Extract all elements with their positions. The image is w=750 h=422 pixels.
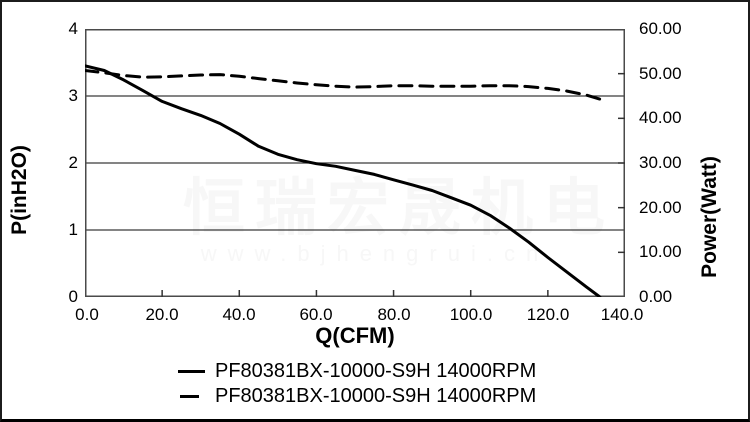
x-tick-0: 0.0 bbox=[75, 305, 99, 324]
dashed-line-marker-icon bbox=[180, 395, 199, 398]
curve-pressure bbox=[85, 64, 602, 297]
x-tick-100: 100.0 bbox=[449, 305, 493, 324]
curve-power bbox=[85, 69, 602, 101]
y-left-tick-4: 4 bbox=[68, 19, 78, 38]
y-right-tick-0: 0.00 bbox=[639, 287, 673, 306]
solid-line-marker-icon bbox=[178, 370, 205, 373]
legend: PF80381BX-10000-S9H 14000RPM PF80381BX-1… bbox=[172, 359, 536, 409]
y-left-tick-2: 2 bbox=[68, 153, 78, 172]
y-right-tick-30: 30.00 bbox=[639, 153, 682, 172]
y-right-axis-title: Power(Watt) bbox=[698, 156, 721, 278]
x-tick-120: 120.0 bbox=[526, 305, 570, 324]
x-tick-20: 20.0 bbox=[145, 305, 179, 324]
watermark-url-text: www.bjhengrui.cn bbox=[200, 241, 550, 266]
y-right-tick-10: 10.00 bbox=[639, 242, 682, 262]
legend-label-pressure: PF80381BX-10000-S9H 14000RPM bbox=[215, 360, 537, 382]
curves-svg bbox=[85, 29, 625, 297]
x-tick-60: 60.0 bbox=[299, 305, 333, 324]
watermark-company-text: 恒瑞宏晟机电 bbox=[182, 174, 616, 243]
y-left-tick-3: 3 bbox=[68, 86, 78, 105]
y-left-tick-1: 1 bbox=[68, 220, 78, 239]
y-right-tick-50: 50.00 bbox=[639, 63, 682, 83]
y-left-tick-0: 0 bbox=[68, 287, 78, 306]
x-tick-140: 140.0 bbox=[600, 305, 644, 324]
y-right-tick-60: 60.00 bbox=[639, 19, 682, 38]
x-axis-title: Q(CFM) bbox=[315, 323, 395, 348]
x-tick-40: 40.0 bbox=[222, 305, 256, 324]
legend-row-power: PF80381BX-10000-S9H 14000RPM bbox=[172, 384, 536, 409]
y-right-tick-20: 20.00 bbox=[639, 197, 682, 217]
y-right-tick-40: 40.00 bbox=[639, 108, 682, 128]
legend-label-power: PF80381BX-10000-S9H 14000RPM bbox=[215, 385, 537, 407]
plot-area bbox=[85, 29, 625, 297]
y-left-axis-title: P(inH2O) bbox=[8, 145, 31, 235]
x-tick-80: 80.0 bbox=[377, 305, 411, 324]
legend-row-pressure: PF80381BX-10000-S9H 14000RPM bbox=[172, 359, 536, 384]
